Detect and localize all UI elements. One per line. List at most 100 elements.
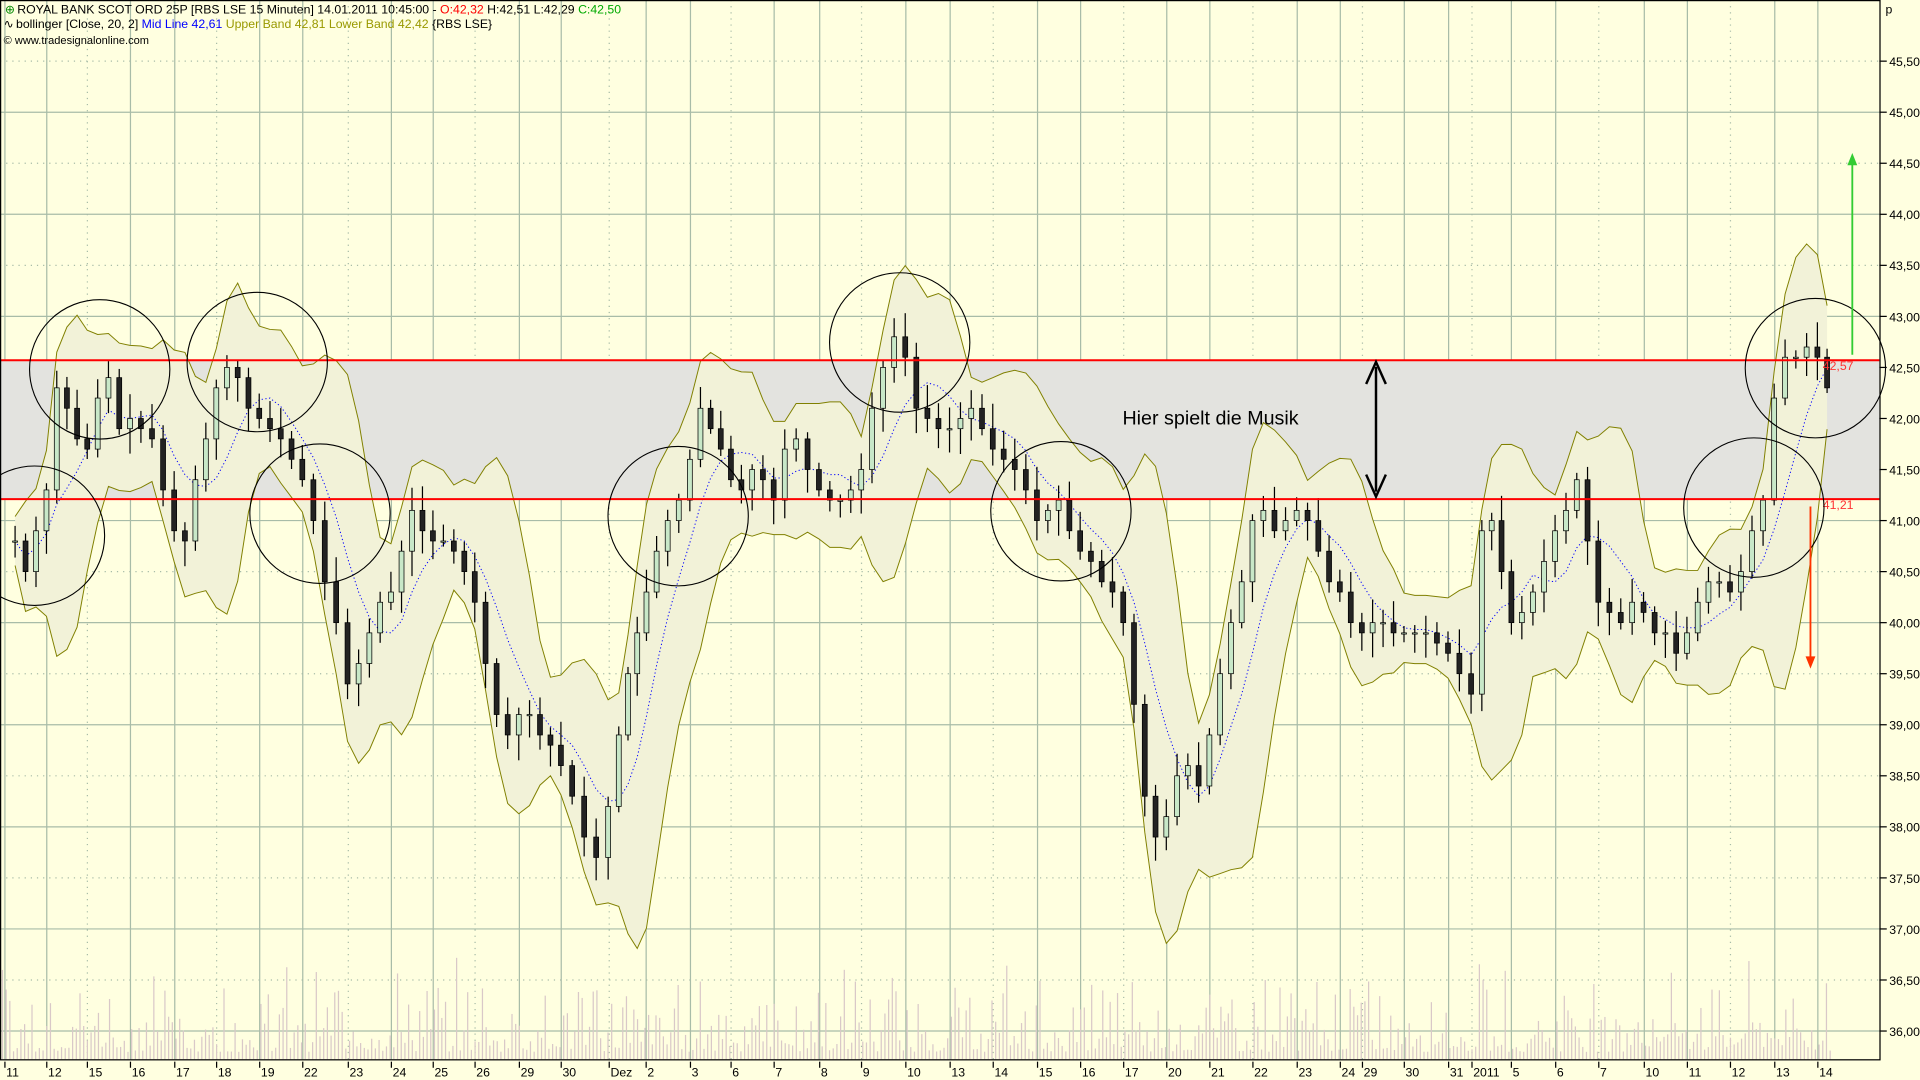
candle — [1217, 673, 1223, 736]
candle — [1282, 520, 1289, 532]
y-tick-label: 45,50 — [1889, 55, 1920, 69]
x-axis: 11 12 15 16 17 18 19 22 23 24 25 26 29 30 Dez 2 3 6 7 8 9 10 1… — [4, 1061, 1833, 1079]
candle — [1793, 356, 1799, 359]
candle — [770, 479, 777, 501]
candle — [1228, 622, 1234, 675]
candle — [1640, 601, 1647, 613]
candle — [1337, 581, 1343, 593]
candle — [581, 795, 587, 838]
candle — [1814, 346, 1821, 358]
x-tick-label: 10 — [907, 1065, 921, 1079]
candle — [1434, 632, 1440, 644]
candle — [344, 622, 351, 685]
candle — [1034, 489, 1040, 521]
candle — [858, 469, 865, 491]
x-tick-label: 18 — [218, 1065, 232, 1079]
x-tick-label: 17 — [1125, 1065, 1139, 1079]
y-tick-label: 39,50 — [1889, 668, 1920, 682]
down-target-arrow[interactable] — [1805, 506, 1816, 669]
candle — [419, 509, 426, 532]
candle — [127, 418, 133, 430]
x-tick-label: 2 — [647, 1065, 654, 1079]
x-tick-label: 15 — [1039, 1065, 1053, 1079]
candle — [569, 765, 575, 797]
candle — [299, 458, 306, 481]
candle — [675, 499, 682, 521]
x-tick-label: 29 — [1364, 1065, 1378, 1079]
candle — [1271, 509, 1278, 532]
x-tick-label: 8 — [821, 1065, 828, 1079]
candle — [1595, 540, 1602, 603]
annotation-circle — [186, 291, 328, 433]
candle — [1401, 632, 1407, 635]
candle — [643, 591, 650, 634]
candle — [1411, 632, 1418, 635]
y-tick-label: 36,50 — [1889, 974, 1920, 988]
x-tick-label: 2011 — [1473, 1065, 1500, 1079]
candle — [504, 714, 511, 736]
double-arrow[interactable] — [1365, 359, 1387, 500]
candle — [43, 489, 50, 532]
candle — [869, 407, 875, 470]
candle — [827, 489, 833, 501]
x-tick-label: 24 — [1342, 1065, 1356, 1079]
candle — [615, 734, 622, 807]
x-tick-label: 31 — [1450, 1065, 1464, 1079]
svg-text:ROYAL BANK SCOT ORD 25P [RBS L: ROYAL BANK SCOT ORD 25P [RBS LSE 15 Minu… — [17, 2, 621, 16]
candle — [760, 469, 766, 481]
candle — [1782, 356, 1788, 399]
x-tick-label: 23 — [350, 1065, 364, 1079]
x-tick-label: 6 — [732, 1065, 739, 1079]
x-tick-label: 16 — [132, 1065, 146, 1079]
x-tick-label: 14 — [994, 1065, 1008, 1079]
annotation-circle — [249, 443, 391, 584]
upper-band-value: Upper Band 42,81 — [226, 17, 326, 31]
candle — [1629, 601, 1635, 624]
candle — [182, 530, 188, 542]
y-tick-label: 44,00 — [1889, 208, 1920, 222]
candle — [1651, 612, 1658, 634]
indicator-name[interactable]: bollinger [Close, 20, 2] — [16, 17, 138, 31]
annotation-text[interactable]: Hier spielt die Musik — [1122, 407, 1298, 429]
candle — [1684, 632, 1690, 654]
symbol-line: ROYAL BANK SCOT ORD 25P [RBS LSE 15 Minu… — [17, 2, 440, 16]
candle — [116, 377, 123, 430]
candle — [979, 407, 985, 430]
symbol-icon: ⊕ — [5, 2, 15, 16]
x-tick-label: 17 — [176, 1065, 190, 1079]
candle — [1390, 622, 1397, 634]
candle — [1066, 499, 1073, 532]
candle — [53, 387, 60, 491]
open-value: O:42,32 — [440, 2, 484, 16]
candle — [1584, 479, 1591, 542]
x-tick-label: 30 — [562, 1065, 576, 1079]
candle — [213, 387, 220, 440]
candle — [1369, 622, 1376, 634]
candle — [558, 744, 564, 766]
candle — [515, 714, 522, 736]
candle — [957, 418, 964, 430]
y-tick-label: 45,00 — [1889, 106, 1920, 120]
candle — [1152, 795, 1159, 838]
annotation-circle — [990, 440, 1132, 582]
y-tick-label: 38,00 — [1889, 821, 1920, 835]
y-tick-label: 41,00 — [1889, 514, 1920, 528]
x-tick-label: 13 — [951, 1065, 965, 1079]
candle — [1738, 571, 1744, 593]
down-arrow-head — [1805, 656, 1816, 669]
candle — [593, 836, 599, 858]
plot-border — [0, 0, 1881, 1061]
y-tick-label: 37,50 — [1889, 872, 1920, 886]
candle — [1803, 346, 1810, 358]
candle — [1423, 632, 1429, 635]
candle — [203, 438, 209, 481]
x-tick-label: 6 — [1557, 1065, 1564, 1079]
candle — [471, 571, 478, 603]
candle — [781, 448, 788, 501]
resistance-label: 42,57 — [1823, 359, 1854, 373]
up-target-arrow[interactable] — [1847, 153, 1858, 355]
candle — [333, 581, 339, 624]
candle — [1326, 550, 1332, 583]
candle — [1662, 632, 1669, 635]
candle — [880, 367, 886, 409]
